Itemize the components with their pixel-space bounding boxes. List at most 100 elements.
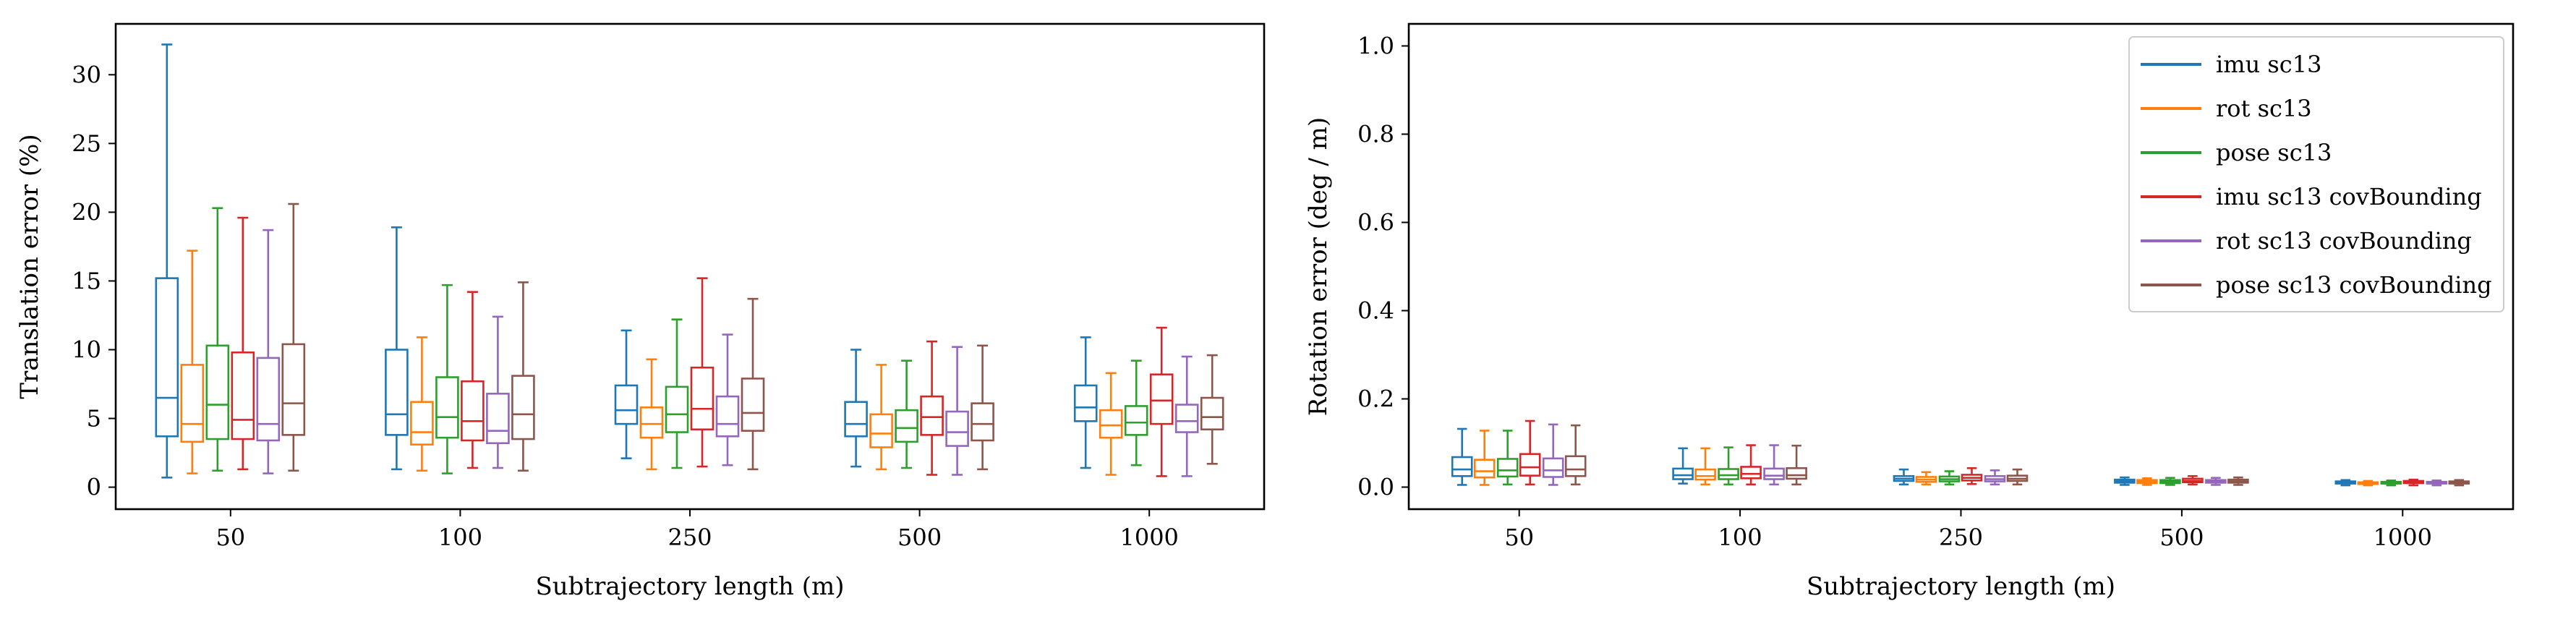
box-iqr <box>1149 373 1174 425</box>
box-iqr <box>1694 468 1716 481</box>
box-iqr <box>1124 405 1148 436</box>
box-iqr <box>461 380 485 442</box>
box-iqr <box>155 277 179 438</box>
translation-boxes <box>155 43 1224 479</box>
y-tick-label: 20 <box>72 198 101 226</box>
rotation-x-ticks: 50 100 250 500 1000 <box>1504 509 2432 551</box>
box-plot <box>281 203 306 472</box>
box-plot <box>486 315 510 469</box>
y-tick-label: 10 <box>72 336 101 364</box>
box-plot <box>1893 468 1915 486</box>
box-plot <box>2380 480 2402 487</box>
box-plot <box>2182 474 2204 486</box>
box-plot <box>1694 447 1716 486</box>
box-iqr <box>920 395 944 436</box>
translation-x-ticks: 50 100 250 500 1000 <box>216 509 1179 551</box>
box-plot <box>2114 476 2136 486</box>
box-iqr <box>1099 409 1123 439</box>
box-plot <box>920 340 944 476</box>
box-iqr <box>1672 467 1694 480</box>
box-iqr <box>1496 458 1519 478</box>
box-iqr <box>1740 466 1762 480</box>
y-tick-label: 5 <box>87 405 101 433</box>
box-plot <box>971 344 994 471</box>
box-plot <box>639 358 664 471</box>
translation-y-ticks: 0 5 10 15 20 25 30 <box>72 61 116 501</box>
box-iqr <box>256 357 281 442</box>
box-iqr <box>971 402 994 442</box>
box-plot <box>2227 476 2249 486</box>
box-plot <box>1961 466 1983 485</box>
box-plot <box>410 336 434 472</box>
box-plot <box>205 207 230 472</box>
box-iqr <box>410 401 434 446</box>
box-plot <box>715 333 740 466</box>
legend-entry: pose sc13 <box>2216 139 2332 166</box>
x-tick-label: 50 <box>1504 524 1534 551</box>
box-plot <box>1740 444 1762 486</box>
x-tick-label: 50 <box>216 524 245 551</box>
box-iqr <box>869 413 893 448</box>
y-tick-label: 0 <box>87 474 101 501</box>
rotation-error-panel: 0.0 0.2 0.4 0.6 0.8 1.0 50 100 250 500 1000 Subtr… <box>1304 22 2515 601</box>
box-iqr <box>1718 468 1739 480</box>
box-plot <box>2006 468 2029 486</box>
box-plot <box>1124 359 1148 466</box>
box-iqr <box>435 376 459 439</box>
box-plot <box>1718 446 1739 486</box>
y-tick-label: 15 <box>72 267 101 294</box>
translation-error-panel: 0 5 10 15 20 25 30 50 100 250 500 1000 Subtrajecto… <box>15 22 1266 601</box>
box-plot <box>1984 469 2006 486</box>
box-plot <box>665 318 689 469</box>
box-iqr <box>690 366 715 431</box>
box-iqr <box>180 364 205 443</box>
rotation-boxes <box>1451 419 2470 487</box>
x-tick-label: 1000 <box>1119 524 1178 551</box>
translation-axes-frame <box>114 22 1266 511</box>
box-plot <box>1763 444 1785 486</box>
box-plot <box>256 229 281 474</box>
legend: imu sc13 rot sc13 pose sc13 imu sc13 covBou… <box>2128 36 2504 312</box>
box-plot <box>2402 478 2425 487</box>
box-plot <box>1938 470 1961 486</box>
box-iqr <box>1473 459 1496 479</box>
box-iqr <box>945 410 969 447</box>
box-plot <box>945 346 969 476</box>
box-iqr <box>385 349 409 436</box>
box-plot <box>1915 471 1937 486</box>
box-plot <box>1174 355 1199 477</box>
box-plot <box>435 284 459 474</box>
rotation-x-axis-label: Subtrajectory length (m) <box>1807 572 2115 601</box>
translation-y-axis-label: Translation error (%) <box>15 134 44 399</box>
box-plot <box>2334 479 2357 487</box>
box-iqr <box>715 395 740 438</box>
box-plot <box>690 277 715 468</box>
box-iqr <box>741 378 765 432</box>
box-iqr <box>639 406 664 439</box>
x-tick-label: 100 <box>1718 524 1762 551</box>
box-iqr <box>1451 456 1473 477</box>
y-tick-label: 0.6 <box>1357 209 1394 237</box>
box-iqr <box>1542 457 1564 478</box>
box-plot <box>1099 372 1123 476</box>
y-tick-label: 0.4 <box>1357 297 1394 325</box>
y-tick-label: 30 <box>72 61 101 88</box>
box-plot <box>461 291 485 469</box>
legend-frame <box>2128 36 2504 312</box>
box-plot <box>511 281 535 472</box>
box-iqr <box>1786 466 1807 480</box>
x-tick-label: 500 <box>897 524 942 551</box>
box-iqr <box>281 343 306 436</box>
box-plot <box>741 297 765 471</box>
y-tick-label: 1.0 <box>1357 33 1394 60</box>
box-plot <box>1519 419 1541 486</box>
box-plot <box>1496 430 1519 486</box>
y-tick-label: 0.0 <box>1357 474 1394 501</box>
box-plot <box>1542 423 1564 486</box>
box-plot <box>2357 480 2379 487</box>
box-iqr <box>895 409 918 443</box>
legend-entry: imu sc13 covBounding <box>2216 183 2482 210</box>
box-plot <box>1473 430 1496 486</box>
legend-entry: imu sc13 <box>2216 51 2321 78</box>
